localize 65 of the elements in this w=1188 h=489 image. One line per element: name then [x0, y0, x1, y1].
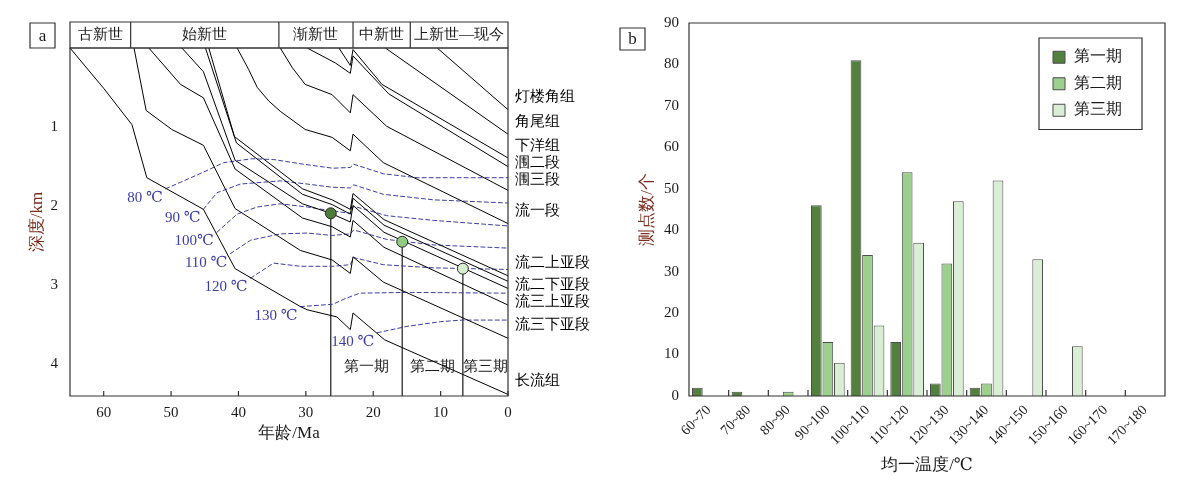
x-tick-label: 30 — [298, 403, 314, 420]
chart-title: b — [628, 29, 637, 49]
x-tick-label: 10 — [433, 403, 449, 420]
ref-line-label: 第三期 — [462, 357, 508, 374]
y-axis-title: 测点数/个 — [637, 173, 657, 246]
series-label: 涠二段 — [515, 154, 560, 171]
text: 渐新世 — [293, 25, 339, 42]
series-label: 流三上亚段 — [515, 292, 590, 309]
legend-label: 第二期 — [1074, 73, 1122, 91]
series-label: 流一段 — [515, 201, 560, 218]
series-label: 角尾组 — [515, 112, 560, 129]
series-label: 流三下亚段 — [515, 316, 590, 333]
series-label: 流二下亚段 — [515, 275, 590, 292]
y-axis-title: 深度/km — [27, 191, 47, 253]
legend-label: 第三期 — [1074, 100, 1122, 118]
series-label: 80 ℃ — [127, 188, 163, 205]
series-label: 100℃ — [174, 232, 214, 249]
point — [324, 207, 337, 220]
ref-line-label: 第一期 — [343, 357, 389, 374]
series-label: 140 ℃ — [331, 332, 375, 349]
y-tick-label: 3 — [50, 276, 58, 293]
y-tick-label: 10 — [664, 345, 679, 362]
point — [456, 262, 469, 275]
series-label: 110 ℃ — [184, 253, 228, 270]
y-tick-label: 1 — [50, 118, 58, 135]
x-tick-label: 20 — [365, 403, 381, 420]
series-label: 下洋组 — [515, 137, 560, 154]
legend-label: 第一期 — [1074, 47, 1122, 65]
line-series — [202, 180, 508, 210]
text: 上新世—现今 — [414, 25, 505, 42]
series-label: 流二上亚段 — [515, 253, 590, 270]
line-series — [165, 158, 508, 190]
series-label: 120 ℃ — [204, 278, 248, 295]
line-series — [299, 291, 508, 308]
point — [396, 235, 409, 248]
text: 始新世 — [182, 25, 228, 42]
x-axis-title: 年龄/Ma — [258, 423, 321, 443]
y-tick-label: 4 — [50, 355, 59, 372]
y-tick-label: 20 — [664, 304, 679, 321]
line-series — [376, 319, 508, 334]
text: 中新世 — [359, 25, 405, 42]
x-tick-label: 50 — [163, 403, 179, 420]
y-tick-label: 80 — [664, 55, 679, 72]
y-tick-label: 30 — [664, 262, 679, 279]
series-label: 灯楼角组 — [515, 87, 575, 104]
series-label: 90 ℃ — [164, 209, 201, 226]
line-series — [216, 203, 508, 233]
y-tick-label: 50 — [664, 179, 679, 196]
text: 古新世 — [77, 25, 123, 42]
y-tick-label: 70 — [664, 96, 679, 113]
chart-title: a — [38, 25, 47, 45]
x-tick-label: 0 — [504, 403, 512, 420]
x-tick-label: 60 — [96, 403, 112, 420]
y-tick-label: 90 — [664, 13, 679, 30]
series-label: 长流组 — [515, 372, 560, 389]
series-label: 涠三段 — [515, 171, 560, 188]
series-label: 130 ℃ — [254, 306, 298, 323]
x-tick-label: 40 — [230, 403, 246, 420]
y-tick-label: 40 — [664, 221, 679, 238]
x-axis-title: 均一温度/℃ — [880, 455, 973, 475]
y-tick-label: 60 — [664, 138, 679, 155]
line-series — [229, 229, 508, 255]
y-tick-label: 2 — [50, 197, 58, 214]
line-series — [250, 257, 508, 279]
y-tick-label: 0 — [671, 386, 679, 403]
